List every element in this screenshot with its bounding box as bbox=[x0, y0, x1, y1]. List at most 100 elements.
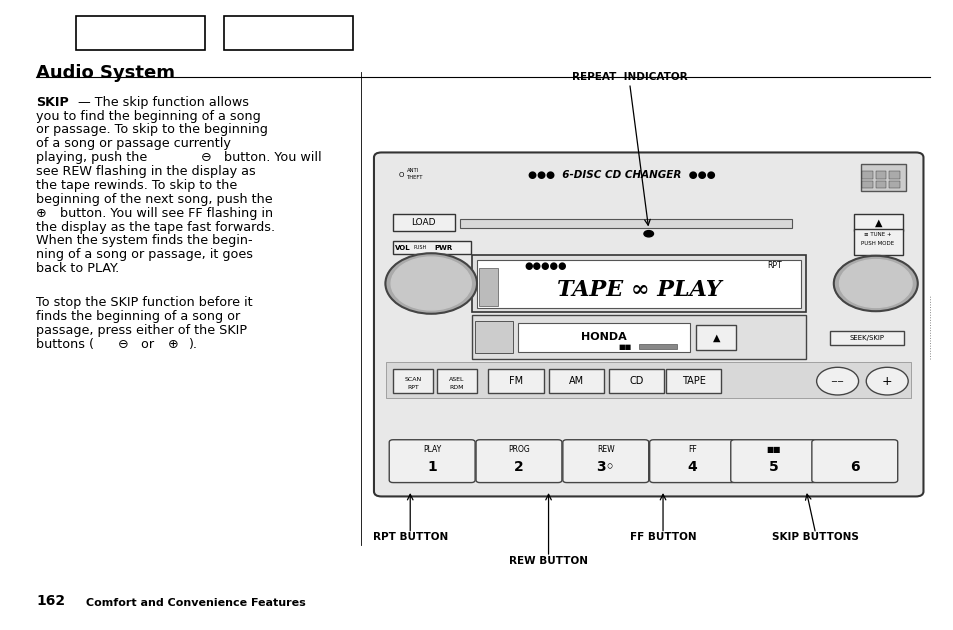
Text: — The skip function allows: — The skip function allows bbox=[74, 96, 249, 109]
Bar bbox=[478, 268, 497, 306]
Text: or passage. To skip to the beginning: or passage. To skip to the beginning bbox=[36, 123, 268, 137]
FancyBboxPatch shape bbox=[811, 440, 897, 483]
FancyBboxPatch shape bbox=[374, 152, 923, 496]
Bar bbox=[76, 16, 205, 50]
Circle shape bbox=[391, 257, 471, 310]
Text: O: O bbox=[398, 171, 404, 178]
Text: RPT BUTTON: RPT BUTTON bbox=[373, 532, 447, 542]
Bar bbox=[548, 369, 603, 393]
Text: button. You will see FF flashing in: button. You will see FF flashing in bbox=[56, 207, 274, 220]
Circle shape bbox=[643, 231, 653, 237]
Text: CD: CD bbox=[628, 376, 643, 386]
Text: +: + bbox=[881, 375, 892, 387]
Text: ⊕: ⊕ bbox=[36, 207, 47, 220]
Text: ●●●●●: ●●●●● bbox=[524, 261, 567, 272]
Bar bbox=[488, 369, 543, 393]
Bar bbox=[517, 323, 689, 352]
Text: HONDA: HONDA bbox=[580, 332, 626, 342]
Text: LOAD: LOAD bbox=[411, 218, 436, 227]
Text: −−: −− bbox=[830, 377, 843, 386]
Text: PLAY: PLAY bbox=[422, 445, 441, 454]
Text: 2: 2 bbox=[514, 461, 523, 474]
Text: ▲: ▲ bbox=[874, 217, 882, 227]
Text: ⊖: ⊖ bbox=[200, 151, 211, 164]
Text: of a song or passage currently: of a song or passage currently bbox=[36, 137, 231, 151]
Bar bbox=[393, 369, 433, 393]
Bar bbox=[472, 315, 805, 359]
Text: PROG: PROG bbox=[508, 445, 529, 454]
Text: ⊖: ⊖ bbox=[117, 338, 128, 351]
Text: 6: 6 bbox=[849, 461, 859, 474]
Text: buttons (: buttons ( bbox=[36, 338, 94, 351]
Text: ●●●  6-DISC CD CHANGER  ●●●: ●●● 6-DISC CD CHANGER ●●● bbox=[528, 169, 715, 180]
Text: 4: 4 bbox=[687, 461, 697, 474]
Bar bbox=[853, 229, 902, 255]
Bar bbox=[862, 171, 872, 179]
Circle shape bbox=[816, 367, 858, 395]
Bar bbox=[875, 171, 885, 179]
Text: RPT: RPT bbox=[767, 261, 781, 270]
Bar bbox=[608, 369, 663, 393]
Text: FF BUTTON: FF BUTTON bbox=[629, 532, 696, 542]
Text: To stop the SKIP function before it: To stop the SKIP function before it bbox=[36, 296, 253, 309]
Text: TAPE: TAPE bbox=[680, 376, 705, 386]
Text: RPT: RPT bbox=[407, 385, 418, 390]
Text: see REW flashing in the display as: see REW flashing in the display as bbox=[36, 165, 255, 178]
Bar bbox=[224, 16, 353, 50]
Bar bbox=[862, 181, 872, 188]
Text: passage, press either of the SKIP: passage, press either of the SKIP bbox=[36, 324, 247, 337]
Text: 5: 5 bbox=[768, 461, 778, 474]
Text: PWR: PWR bbox=[434, 244, 452, 251]
Circle shape bbox=[865, 367, 907, 395]
Text: REW: REW bbox=[597, 445, 614, 454]
Text: ANTI: ANTI bbox=[407, 168, 419, 173]
Bar bbox=[888, 181, 899, 188]
Bar bbox=[472, 255, 805, 312]
Text: PUSH MODE: PUSH MODE bbox=[861, 241, 893, 246]
Circle shape bbox=[839, 260, 911, 307]
Text: AM: AM bbox=[568, 376, 583, 386]
Circle shape bbox=[833, 256, 917, 311]
Text: ■■: ■■ bbox=[765, 445, 781, 454]
Bar bbox=[475, 321, 513, 353]
Text: the display as the tape fast forwards.: the display as the tape fast forwards. bbox=[36, 220, 275, 234]
Text: TAPE ∞ PLAY: TAPE ∞ PLAY bbox=[557, 279, 720, 301]
Text: Comfort and Convenience Features: Comfort and Convenience Features bbox=[86, 598, 305, 608]
Bar bbox=[459, 219, 791, 228]
Text: 1: 1 bbox=[427, 461, 436, 474]
Text: THEFT: THEFT bbox=[407, 175, 423, 180]
Text: finds the beginning of a song or: finds the beginning of a song or bbox=[36, 310, 240, 323]
Text: FM: FM bbox=[509, 376, 522, 386]
FancyBboxPatch shape bbox=[730, 440, 816, 483]
FancyBboxPatch shape bbox=[649, 440, 735, 483]
Text: ■■: ■■ bbox=[618, 343, 631, 350]
Bar bbox=[639, 344, 677, 349]
Text: playing, push the: playing, push the bbox=[36, 151, 152, 164]
Bar bbox=[393, 241, 471, 254]
Text: When the system finds the begin-: When the system finds the begin- bbox=[36, 234, 253, 248]
Bar bbox=[665, 369, 720, 393]
Bar bbox=[696, 325, 736, 350]
Text: SKIP: SKIP bbox=[36, 96, 69, 109]
Text: beginning of the next song, push the: beginning of the next song, push the bbox=[36, 193, 273, 206]
Text: REW BUTTON: REW BUTTON bbox=[509, 556, 587, 566]
Bar bbox=[393, 214, 455, 231]
Text: you to find the beginning of a song: you to find the beginning of a song bbox=[36, 110, 261, 123]
Text: back to PLAY.: back to PLAY. bbox=[36, 262, 119, 275]
Bar bbox=[829, 331, 903, 345]
Text: FF: FF bbox=[687, 445, 697, 454]
Text: ning of a song or passage, it goes: ning of a song or passage, it goes bbox=[36, 248, 253, 261]
Bar bbox=[860, 164, 905, 191]
Text: or: or bbox=[137, 338, 158, 351]
Text: ▲: ▲ bbox=[712, 333, 720, 343]
Bar bbox=[853, 214, 902, 231]
Bar bbox=[476, 260, 801, 308]
Bar bbox=[436, 369, 476, 393]
Bar bbox=[888, 171, 899, 179]
Text: 162: 162 bbox=[36, 594, 66, 608]
Text: REPEAT  INDICATOR: REPEAT INDICATOR bbox=[571, 72, 687, 82]
Text: PUSH: PUSH bbox=[413, 245, 426, 250]
FancyBboxPatch shape bbox=[389, 440, 475, 483]
Text: RDM: RDM bbox=[449, 385, 464, 390]
Text: 3◦: 3◦ bbox=[596, 461, 615, 474]
